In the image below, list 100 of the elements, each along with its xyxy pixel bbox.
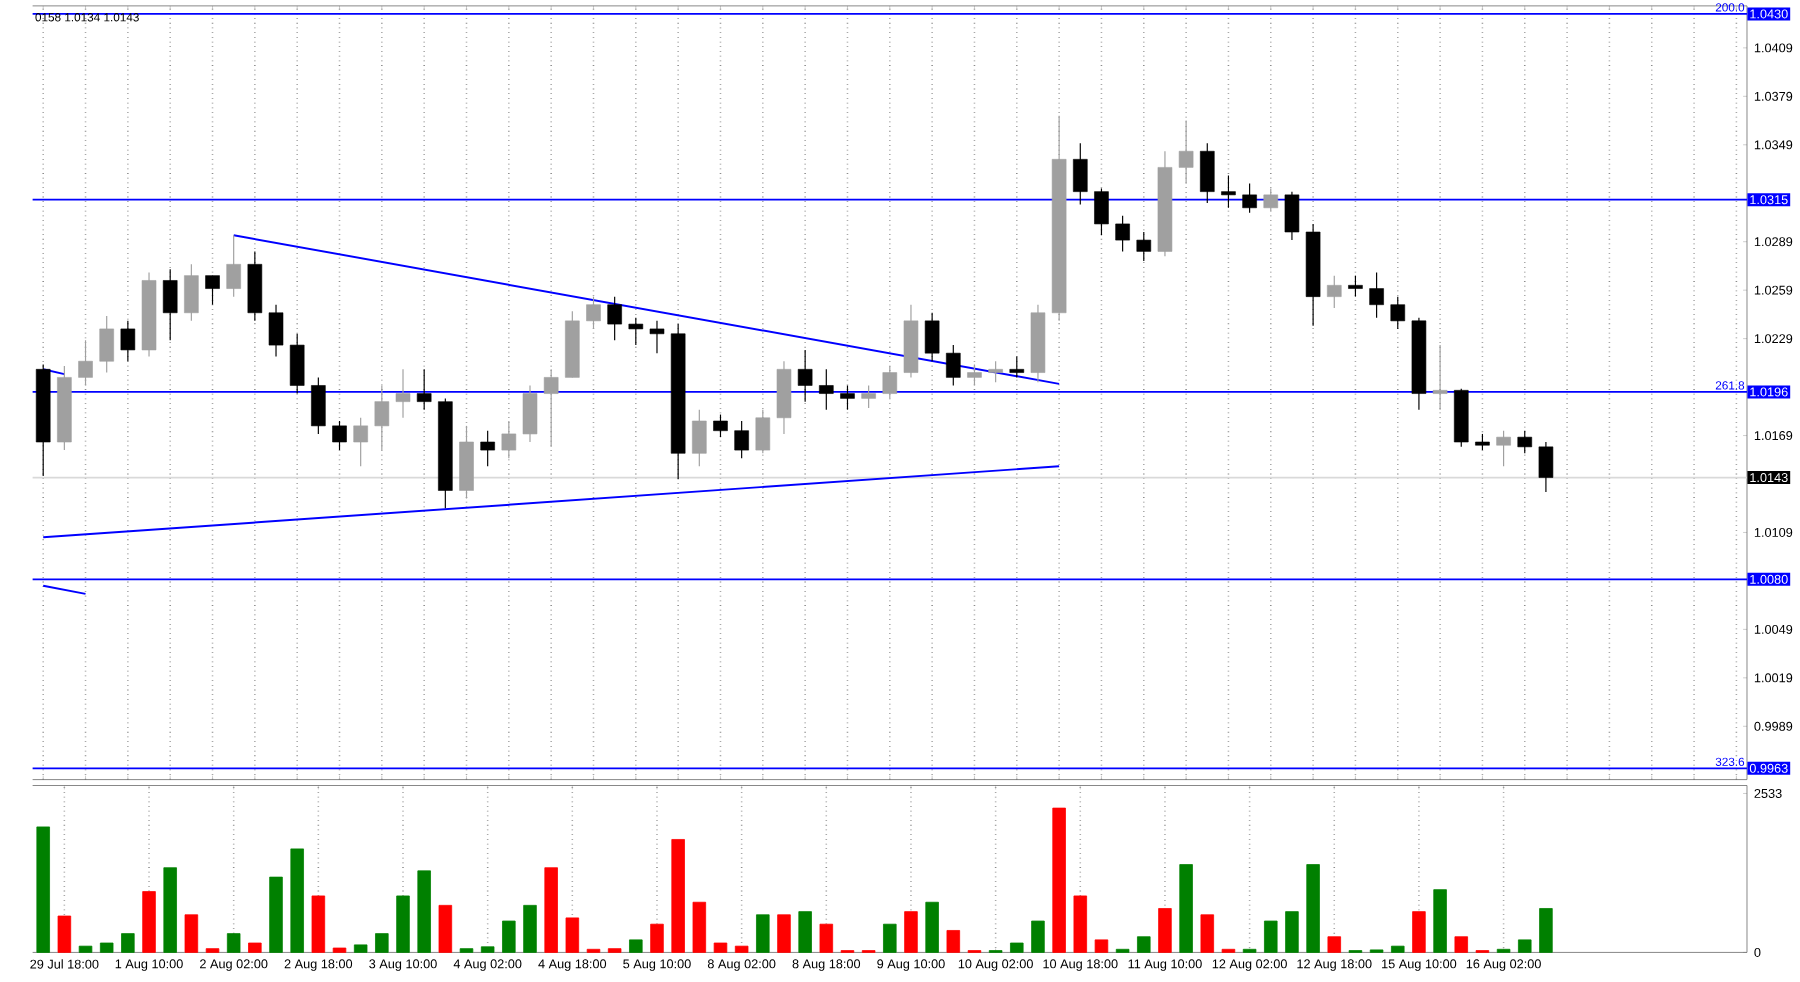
candlestick	[162, 268, 178, 341]
candlestick	[755, 409, 771, 454]
candlestick	[861, 384, 876, 409]
bar	[226, 933, 241, 953]
candlestick	[713, 414, 728, 438]
candlestick	[99, 315, 114, 374]
bar	[269, 876, 283, 953]
candlestick	[607, 296, 622, 341]
candlestick	[374, 384, 390, 451]
bar	[1179, 864, 1193, 953]
candlestick	[120, 320, 136, 362]
candlestick	[289, 333, 305, 395]
candlestick	[1200, 142, 1215, 204]
bar	[1010, 942, 1024, 953]
candlestick	[1326, 275, 1342, 309]
bar	[1433, 889, 1447, 953]
bar	[417, 870, 431, 953]
bar	[248, 942, 262, 953]
candlestick	[1517, 430, 1533, 454]
bar	[1200, 914, 1215, 953]
bar	[121, 933, 135, 953]
bar	[544, 867, 558, 953]
bar	[671, 839, 685, 953]
bar	[1454, 936, 1468, 953]
bar	[1306, 864, 1320, 953]
candlestick	[967, 363, 982, 387]
bar	[565, 917, 580, 953]
candlestick	[1263, 187, 1279, 212]
candlestick	[1073, 142, 1088, 206]
candlestick	[586, 296, 601, 330]
bar	[523, 905, 537, 953]
bar	[883, 923, 897, 953]
candlestick	[1178, 120, 1194, 185]
candlestick	[1284, 191, 1300, 241]
candlestick	[1538, 441, 1554, 493]
bar	[502, 920, 516, 953]
candlestick	[226, 234, 241, 298]
bar	[777, 914, 791, 953]
bar	[798, 911, 812, 953]
bar	[1052, 807, 1066, 953]
bar	[650, 923, 664, 953]
bar	[1073, 895, 1088, 953]
candlestick	[1136, 231, 1152, 262]
candlestick	[1348, 275, 1363, 298]
candlestick	[395, 368, 411, 419]
bar	[438, 905, 453, 953]
candlestick	[480, 430, 495, 467]
bar	[163, 867, 177, 953]
bar	[925, 901, 939, 953]
bar	[311, 895, 326, 953]
candlestick	[268, 304, 284, 358]
candlestick	[1390, 296, 1406, 330]
bar	[184, 914, 199, 953]
candlestick	[1242, 183, 1257, 214]
bar	[692, 901, 707, 953]
candlestick	[797, 349, 813, 403]
candlestick	[628, 317, 644, 346]
bar	[142, 891, 156, 953]
bar	[629, 939, 643, 953]
bar	[1094, 939, 1109, 953]
candlestick	[1094, 187, 1109, 236]
bar	[1518, 939, 1532, 953]
bar	[1391, 945, 1405, 953]
bar	[1137, 936, 1151, 953]
candlestick	[1009, 355, 1025, 379]
bar	[1031, 920, 1045, 953]
candlestick	[1432, 344, 1448, 411]
candlestick	[332, 420, 347, 451]
candlestick	[840, 384, 855, 411]
candlestick	[1115, 215, 1130, 253]
candlestick	[1221, 174, 1236, 209]
bar	[734, 945, 749, 953]
bar	[1539, 908, 1553, 953]
candlestick	[882, 365, 898, 400]
bar	[946, 930, 961, 953]
candlestick	[988, 360, 1003, 383]
bar	[904, 911, 918, 953]
candlestick	[353, 417, 368, 467]
candlestick	[501, 420, 517, 459]
bar	[1285, 911, 1299, 953]
bar	[1264, 920, 1278, 953]
bar	[332, 947, 347, 953]
bar	[480, 946, 495, 953]
candlestick	[416, 368, 432, 411]
bar	[756, 914, 770, 953]
candlestick	[1496, 430, 1511, 467]
bar	[819, 923, 834, 953]
candlestick	[184, 263, 199, 322]
bar	[375, 933, 389, 953]
bar	[396, 895, 410, 953]
bar	[1412, 911, 1426, 953]
candlestick	[649, 320, 665, 354]
candlestick	[543, 368, 559, 448]
bar	[99, 942, 114, 953]
bar	[353, 944, 368, 953]
candlestick	[78, 339, 93, 387]
candlestick	[924, 312, 940, 362]
bar	[713, 942, 728, 953]
candlestick	[946, 344, 961, 387]
candlestick	[692, 409, 707, 467]
